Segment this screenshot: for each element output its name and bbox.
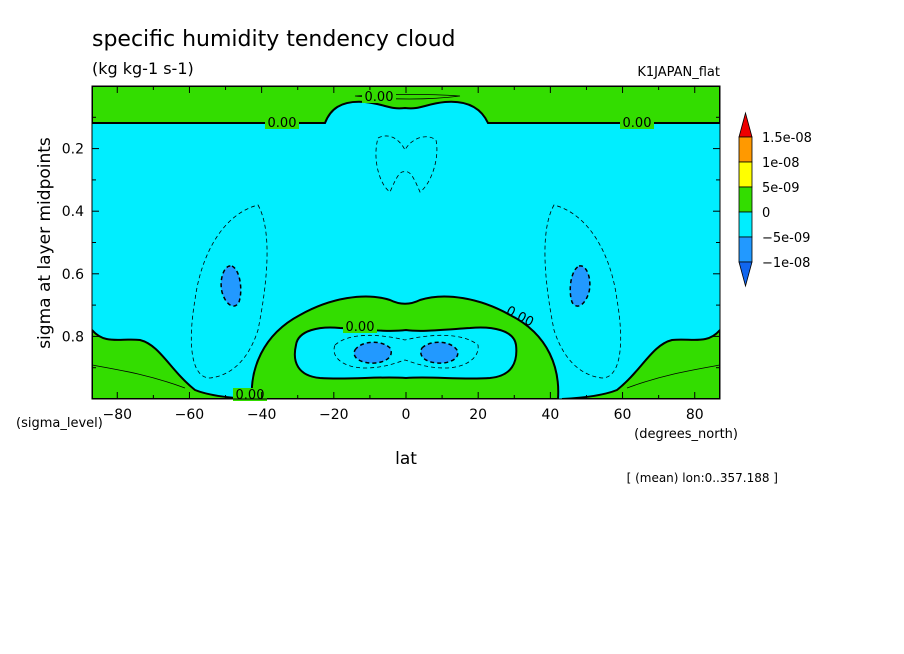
x-axis: −80 −60 −40 −20 0 20 40 60 80 — [102, 86, 704, 423]
colorbar-label: 1.5e-08 — [762, 131, 812, 146]
x-tick-label: −40 — [247, 407, 277, 423]
contour-label: 0.00 — [346, 320, 375, 335]
x-tick-label: 20 — [469, 407, 487, 423]
y-tick-label: 0.2 — [62, 142, 84, 158]
contour-label-bg — [620, 116, 654, 129]
chart-units: (kg kg-1 s-1) — [92, 59, 194, 78]
x-tick-label: −20 — [319, 407, 349, 423]
contour-labels: 0.00 0.000.000.00 0.000.00 — [233, 90, 654, 403]
contour-label-bg — [362, 90, 396, 103]
x-tick-label: 0 — [402, 407, 411, 423]
chart-title: specific humidity tendency cloud — [92, 27, 456, 52]
x-tick-label: 60 — [614, 407, 632, 423]
dashed-contour-inner-tropics — [333, 334, 479, 369]
colorbar-label: 1e-08 — [762, 156, 800, 171]
y-axis-units: (sigma_level) — [16, 416, 103, 431]
colorbar-label: −1e-08 — [762, 256, 810, 271]
x-axis-units: (degrees_north) — [634, 427, 738, 442]
x-tick-label: −80 — [102, 407, 132, 423]
y-axis-label: sigma at layer midpoints — [35, 137, 55, 349]
colorbar-label: −5e-09 — [762, 231, 810, 246]
y-tick-label: 0.8 — [62, 329, 84, 345]
dashed-contour-upper-center — [375, 135, 438, 193]
x-tick-label: 80 — [686, 407, 704, 423]
x-tick-label: −60 — [175, 407, 205, 423]
y-axis: 0.2 0.4 0.6 0.8 — [62, 116, 720, 369]
colorbar-label: 5e-09 — [762, 181, 800, 196]
contour-label-bg — [343, 320, 377, 333]
dataset-label: K1JAPAN_flat — [637, 65, 720, 80]
contour-label-bg — [233, 388, 267, 401]
contour-label: 0.00 — [623, 116, 652, 131]
dashed-contour-left — [190, 204, 268, 379]
x-tick-label: 40 — [541, 407, 559, 423]
region-positive-top — [92, 86, 720, 124]
x-axis-label: lat — [395, 449, 417, 469]
colorbar-segment — [738, 136, 753, 163]
filled-contours — [92, 86, 720, 399]
colorbar-bottom-arrow — [738, 261, 753, 288]
colorbar-label: 0 — [762, 206, 770, 221]
colorbar-segment — [738, 236, 753, 263]
colorbar-segment — [738, 186, 753, 213]
region-strong-negative-center-right — [420, 341, 459, 364]
contour-label: 0.00 — [268, 116, 297, 131]
averaging-note: [ (mean) lon:0..357.188 ] — [627, 471, 778, 485]
thin-contour-right-surface — [626, 364, 720, 389]
contour-label: 0.00 — [365, 90, 394, 105]
thin-contour-left-surface — [92, 364, 186, 389]
region-strong-negative-right — [569, 265, 591, 307]
contour-label: 0.00 — [236, 388, 265, 403]
colorbar-top-arrow — [738, 111, 753, 138]
colorbar-segment — [738, 211, 753, 238]
y-tick-label: 0.4 — [62, 204, 84, 220]
colorbar: 1.5e-08 1e-08 5e-09 0 −5e-09 −1e-08 — [738, 111, 812, 288]
region-negative-inner-tropics — [293, 326, 518, 380]
region-strong-negative-center-left — [353, 341, 392, 364]
region-positive-left-surface — [92, 328, 251, 399]
y-tick-label: 0.6 — [62, 267, 84, 283]
colorbar-segment — [738, 161, 753, 188]
contour-label-bg — [265, 116, 299, 129]
dashed-contour-right — [544, 204, 622, 379]
region-strong-negative-left — [220, 265, 242, 307]
region-positive-right-surface — [561, 328, 720, 399]
